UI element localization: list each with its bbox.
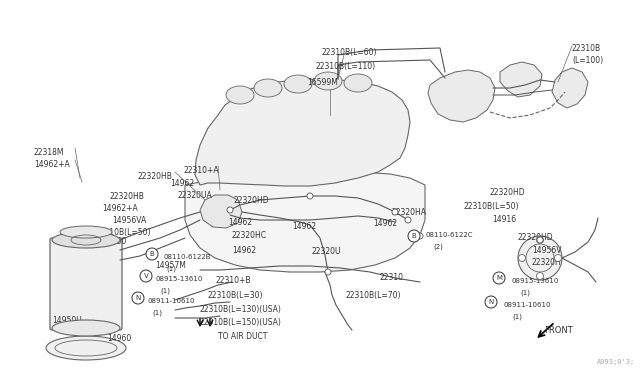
- Text: 22310B: 22310B: [572, 44, 601, 53]
- Text: 22320HD: 22320HD: [517, 233, 552, 242]
- Circle shape: [536, 273, 543, 279]
- Text: 14962: 14962: [373, 219, 397, 228]
- Text: 22310B(L=50): 22310B(L=50): [95, 228, 150, 237]
- Circle shape: [392, 209, 398, 215]
- Text: 14950U: 14950U: [52, 316, 82, 325]
- Text: 22320HD: 22320HD: [234, 196, 269, 205]
- Ellipse shape: [46, 336, 126, 360]
- Circle shape: [307, 193, 313, 199]
- Ellipse shape: [226, 86, 254, 104]
- Text: N: N: [488, 299, 493, 305]
- Text: (2): (2): [433, 244, 443, 250]
- Polygon shape: [185, 170, 425, 272]
- Ellipse shape: [284, 75, 312, 93]
- Text: A993;0'3;: A993;0'3;: [596, 359, 635, 365]
- Text: 14916: 14916: [492, 215, 516, 224]
- Text: 14962: 14962: [170, 179, 194, 188]
- Text: 22318M: 22318M: [34, 148, 65, 157]
- Ellipse shape: [52, 232, 120, 248]
- Text: 22310B(L=60): 22310B(L=60): [322, 48, 378, 57]
- Circle shape: [227, 207, 233, 213]
- Text: (L=100): (L=100): [572, 56, 603, 65]
- Text: 14957M: 14957M: [155, 261, 186, 270]
- Circle shape: [325, 269, 331, 275]
- Text: 08911-10610: 08911-10610: [503, 302, 550, 308]
- Ellipse shape: [314, 72, 342, 90]
- Text: 14962+A: 14962+A: [102, 204, 138, 213]
- Circle shape: [536, 237, 543, 244]
- Text: 22320HD: 22320HD: [490, 188, 525, 197]
- Text: 08110-6122B: 08110-6122B: [163, 254, 211, 260]
- Text: (1): (1): [512, 314, 522, 321]
- Circle shape: [493, 272, 505, 284]
- Ellipse shape: [254, 79, 282, 97]
- Circle shape: [485, 296, 497, 308]
- Text: TO AIR DUCT: TO AIR DUCT: [218, 332, 268, 341]
- Text: 08110-6122C: 08110-6122C: [426, 232, 474, 238]
- FancyBboxPatch shape: [50, 238, 122, 330]
- Text: B: B: [412, 233, 417, 239]
- Text: 22320HB: 22320HB: [138, 172, 173, 181]
- Text: V: V: [143, 273, 148, 279]
- Text: 14962+A: 14962+A: [34, 160, 70, 169]
- Text: 22320H: 22320H: [532, 258, 562, 267]
- Ellipse shape: [60, 226, 112, 238]
- Text: 08911-10610: 08911-10610: [148, 298, 195, 304]
- Polygon shape: [500, 62, 542, 97]
- Circle shape: [408, 230, 420, 242]
- Text: 14962: 14962: [228, 218, 252, 227]
- Text: (1): (1): [166, 265, 176, 272]
- Polygon shape: [552, 68, 588, 108]
- Text: 22320U: 22320U: [312, 247, 342, 256]
- Text: 14950: 14950: [102, 237, 126, 246]
- Text: 22310+A: 22310+A: [183, 166, 219, 175]
- Text: FRONT: FRONT: [544, 326, 573, 335]
- Polygon shape: [428, 70, 495, 122]
- Text: 14962: 14962: [292, 222, 316, 231]
- Text: 16599M: 16599M: [307, 78, 338, 87]
- Polygon shape: [200, 195, 242, 228]
- Ellipse shape: [344, 74, 372, 92]
- Text: 22310B(L=50): 22310B(L=50): [464, 202, 520, 211]
- Ellipse shape: [52, 320, 120, 336]
- Text: 22310B(L=130)(USA): 22310B(L=130)(USA): [200, 305, 282, 314]
- Circle shape: [146, 248, 158, 260]
- Text: 14960: 14960: [107, 334, 131, 343]
- Text: 22320UA: 22320UA: [178, 191, 212, 200]
- Ellipse shape: [518, 236, 562, 280]
- Text: 22320HA: 22320HA: [392, 208, 427, 217]
- Text: (1): (1): [152, 309, 162, 315]
- Text: 14956V: 14956V: [532, 246, 561, 255]
- Text: 22310B(L=150)(USA): 22310B(L=150)(USA): [200, 318, 282, 327]
- Text: 22310B(L=110): 22310B(L=110): [315, 62, 375, 71]
- Circle shape: [405, 217, 411, 223]
- Polygon shape: [195, 79, 410, 186]
- Text: 08915-13610: 08915-13610: [511, 278, 558, 284]
- Text: 22310+B: 22310+B: [215, 276, 250, 285]
- Circle shape: [140, 270, 152, 282]
- Circle shape: [417, 233, 423, 239]
- Text: N: N: [136, 295, 141, 301]
- Text: B: B: [150, 251, 154, 257]
- Text: 14956VA: 14956VA: [112, 216, 147, 225]
- Text: 08915-13610: 08915-13610: [156, 276, 204, 282]
- Circle shape: [518, 254, 525, 262]
- Text: 22310B(L=70): 22310B(L=70): [345, 291, 401, 300]
- Text: 14962: 14962: [232, 246, 256, 255]
- Text: (1): (1): [520, 290, 530, 296]
- Text: M: M: [496, 275, 502, 281]
- Text: 22310: 22310: [380, 273, 404, 282]
- Circle shape: [537, 237, 543, 243]
- Text: 22320HC: 22320HC: [231, 231, 266, 240]
- Text: 22320HB: 22320HB: [110, 192, 145, 201]
- Circle shape: [132, 292, 144, 304]
- Circle shape: [554, 254, 561, 262]
- Text: (1): (1): [160, 287, 170, 294]
- Text: 22310B(L=30): 22310B(L=30): [207, 291, 262, 300]
